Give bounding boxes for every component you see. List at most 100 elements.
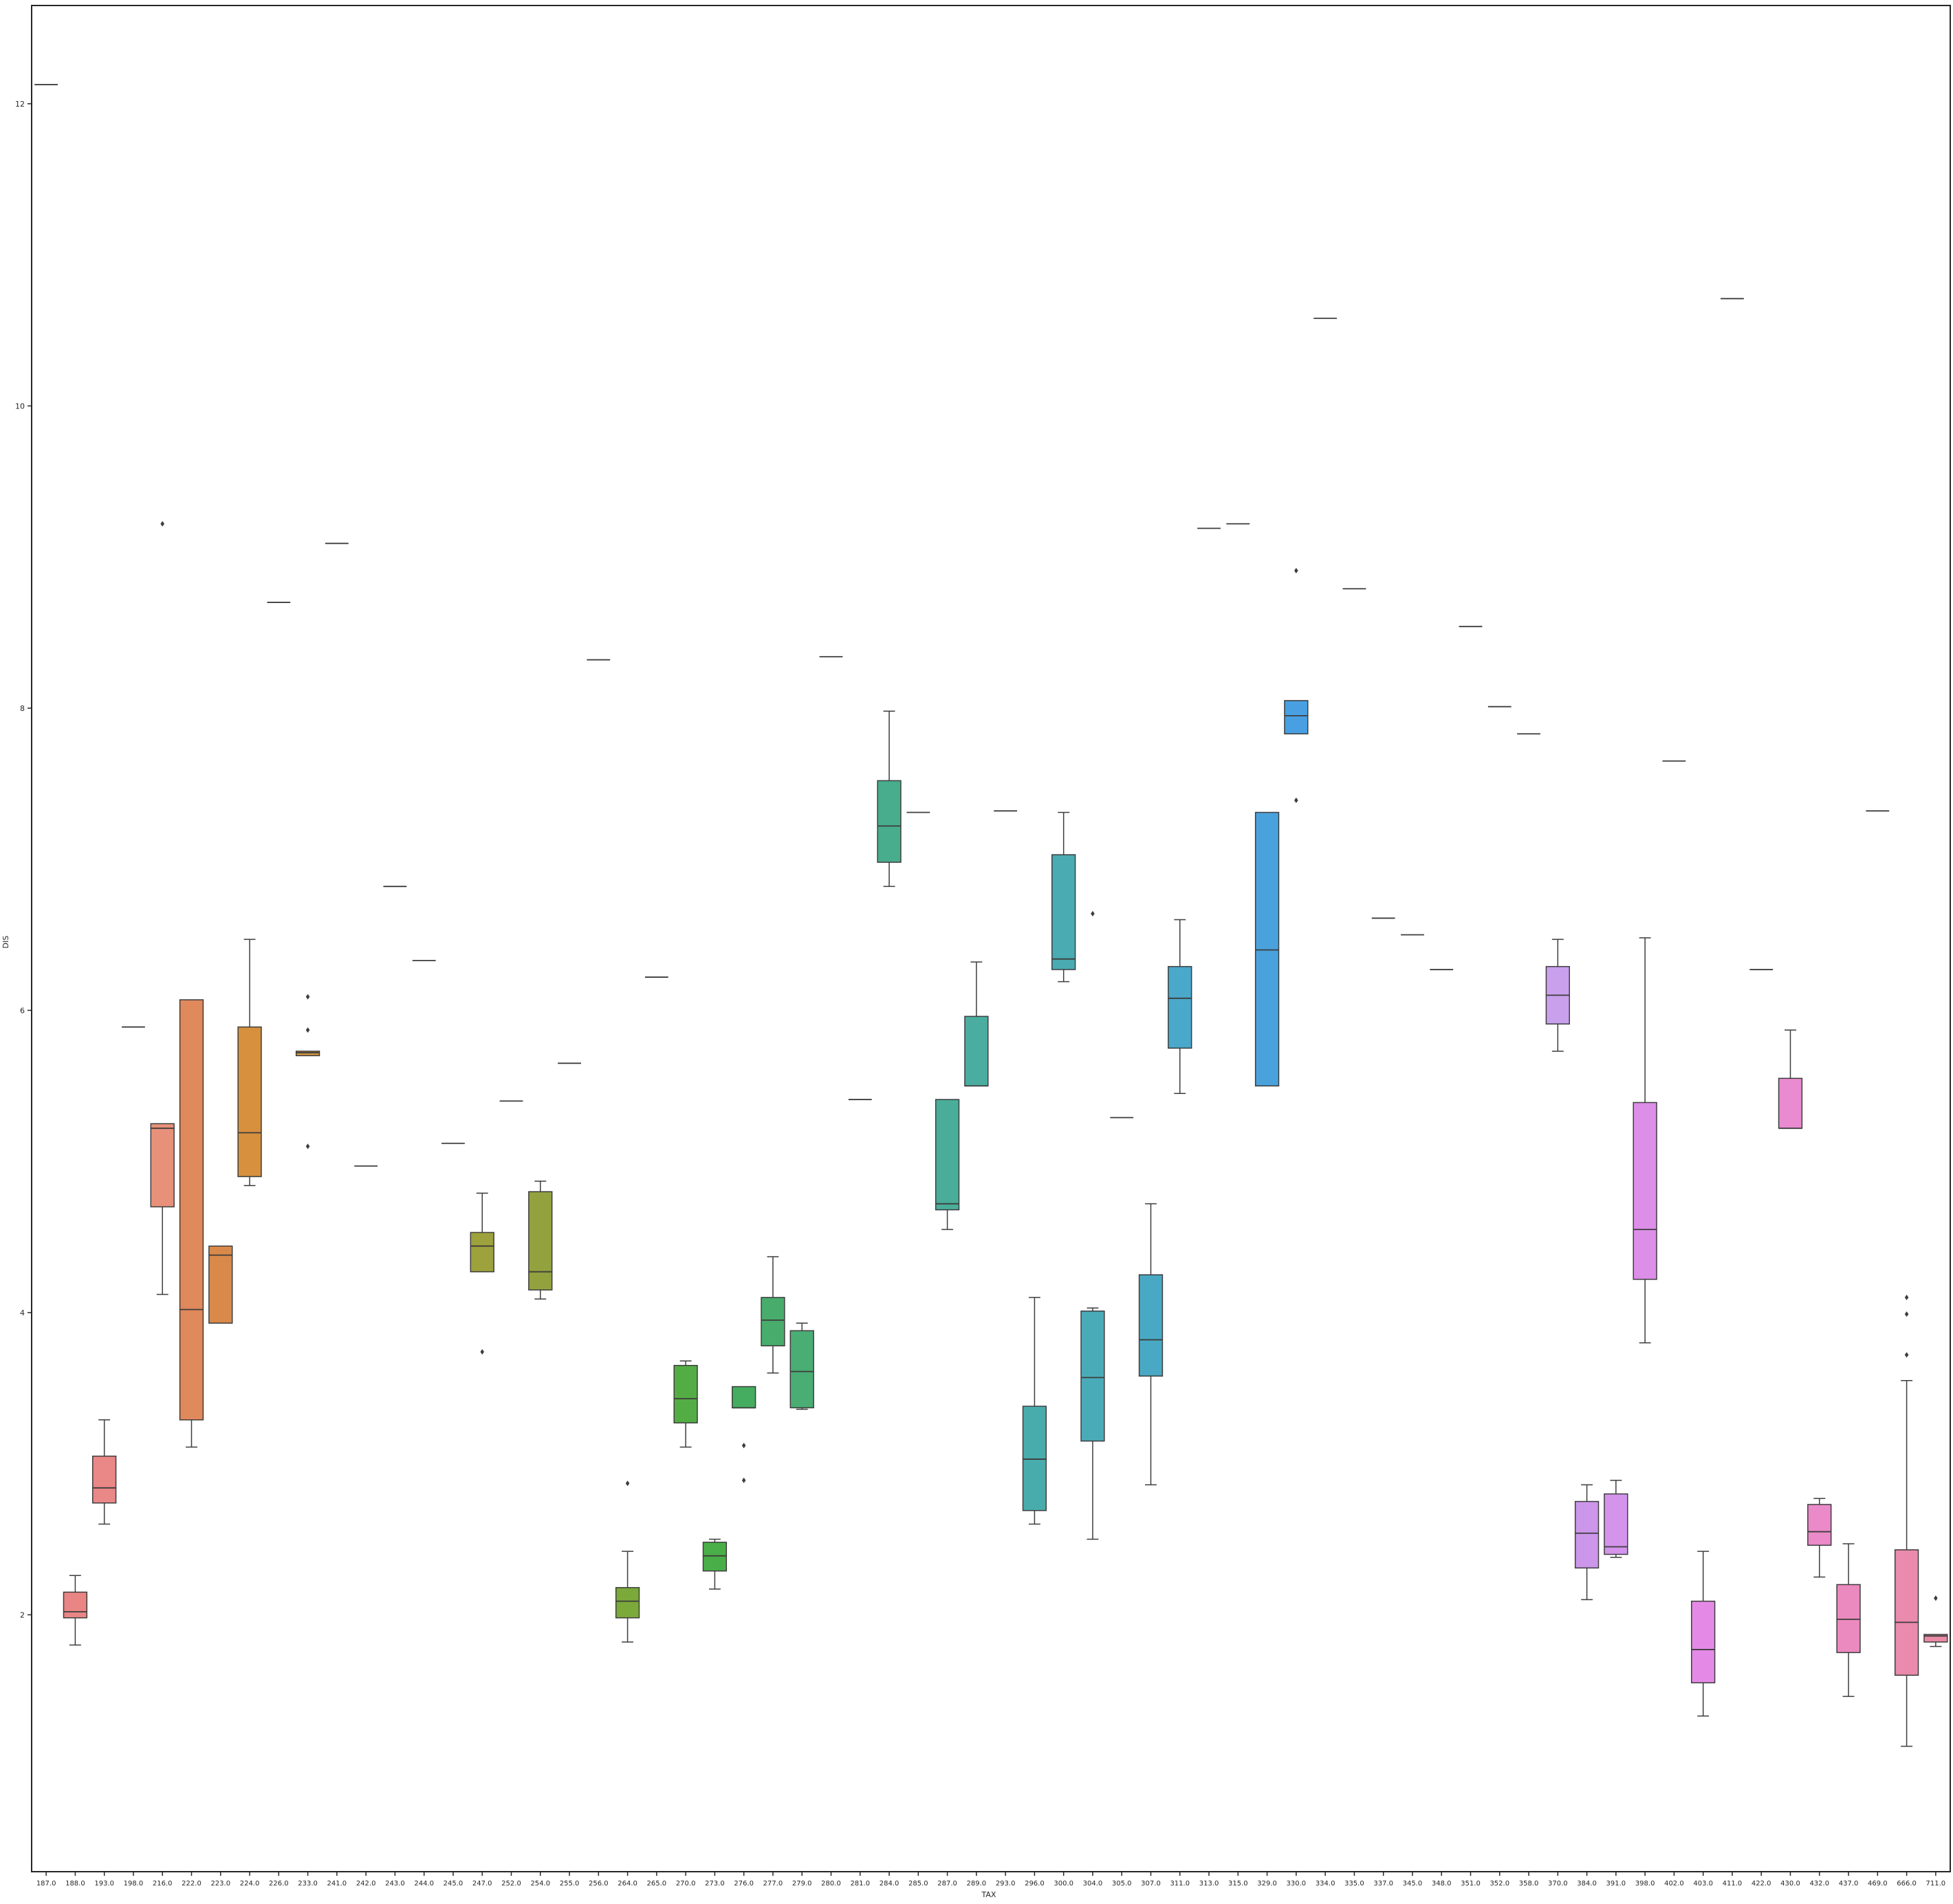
x-tick-label: 287.0	[937, 1880, 957, 1887]
x-tick-label: 403.0	[1693, 1880, 1713, 1887]
x-tick-label: 273.0	[705, 1880, 725, 1887]
outlier-point	[1904, 1352, 1909, 1358]
x-tick-label: 285.0	[908, 1880, 928, 1887]
outlier-point	[305, 994, 310, 1000]
x-tick-label: 252.0	[501, 1880, 521, 1887]
x-tick-label: 193.0	[94, 1880, 114, 1887]
box	[1923, 1634, 1948, 1643]
box	[528, 1191, 553, 1291]
x-tick-label: 391.0	[1606, 1880, 1626, 1887]
box	[470, 1232, 494, 1273]
x-tick-label: 198.0	[124, 1880, 144, 1887]
x-tick-label: 296.0	[1025, 1880, 1045, 1887]
x-tick-label: 245.0	[444, 1880, 463, 1887]
box	[761, 1297, 785, 1346]
y-tick-label: 12	[15, 100, 25, 109]
x-tick-label: 284.0	[880, 1880, 899, 1887]
x-tick-label: 222.0	[182, 1880, 201, 1887]
box	[1894, 1549, 1919, 1676]
y-tick-label: 10	[15, 402, 25, 411]
x-tick-label: 244.0	[414, 1880, 434, 1887]
x-tick-label: 264.0	[618, 1880, 637, 1887]
x-tick-label: 422.0	[1752, 1880, 1771, 1887]
box	[702, 1542, 728, 1572]
box	[1836, 1584, 1861, 1654]
x-tick-label: 243.0	[385, 1880, 405, 1887]
box	[179, 999, 204, 1421]
x-tick-label: 241.0	[327, 1880, 347, 1887]
box	[935, 1099, 960, 1211]
outlier-point	[1904, 1294, 1909, 1300]
box	[1807, 1504, 1832, 1546]
outlier-point	[160, 521, 165, 527]
x-tick-label: 289.0	[967, 1880, 987, 1887]
x-tick-label: 329.0	[1257, 1880, 1277, 1887]
box	[877, 780, 902, 863]
outlier-point	[1294, 567, 1298, 573]
x-tick-label: 330.0	[1287, 1880, 1307, 1887]
y-tick-label: 6	[20, 1006, 25, 1015]
x-tick-label: 711.0	[1926, 1880, 1946, 1887]
x-tick-label: 307.0	[1141, 1880, 1161, 1887]
x-tick-label: 224.0	[240, 1880, 260, 1887]
box	[1284, 700, 1309, 734]
y-tick-label: 4	[20, 1309, 25, 1317]
x-tick-label: 411.0	[1723, 1880, 1743, 1887]
x-tick-label: 335.0	[1344, 1880, 1364, 1887]
outlier-point	[625, 1480, 630, 1487]
box	[1691, 1600, 1716, 1684]
box	[1604, 1493, 1628, 1555]
x-tick-label: 242.0	[356, 1880, 376, 1887]
box	[1168, 965, 1192, 1049]
box	[63, 1591, 88, 1619]
x-tick-label: 279.0	[792, 1880, 812, 1887]
x-tick-label: 313.0	[1199, 1880, 1219, 1887]
x-tick-label: 255.0	[560, 1880, 580, 1887]
x-tick-label: 437.0	[1839, 1880, 1859, 1887]
x-tick-label: 247.0	[472, 1880, 492, 1887]
box	[1022, 1405, 1047, 1511]
x-tick-label: 352.0	[1490, 1880, 1509, 1887]
box	[1051, 854, 1076, 970]
box	[789, 1330, 814, 1409]
x-tick-label: 469.0	[1868, 1880, 1888, 1887]
x-tick-label: 432.0	[1809, 1880, 1829, 1887]
x-tick-label: 402.0	[1664, 1880, 1684, 1887]
y-tick-label: 8	[20, 704, 25, 713]
x-tick-label: 337.0	[1373, 1880, 1393, 1887]
x-tick-label: 223.0	[210, 1880, 230, 1887]
box	[237, 1026, 262, 1177]
x-tick-label: 305.0	[1112, 1880, 1132, 1887]
box	[1138, 1274, 1164, 1377]
box	[1633, 1102, 1657, 1280]
y-tick-label: 2	[20, 1610, 25, 1619]
x-tick-label: 334.0	[1316, 1880, 1335, 1887]
box	[1080, 1310, 1105, 1442]
outlier-point	[741, 1443, 746, 1449]
outlier-point	[305, 1144, 310, 1150]
x-tick-label: 315.0	[1228, 1880, 1248, 1887]
box	[732, 1386, 756, 1409]
x-tick-label: 384.0	[1577, 1880, 1597, 1887]
box	[1254, 811, 1280, 1087]
outlier-point	[741, 1477, 746, 1483]
x-tick-label: 277.0	[763, 1880, 783, 1887]
x-tick-label: 233.0	[298, 1880, 318, 1887]
outlier-point	[1294, 797, 1298, 803]
x-tick-label: 281.0	[850, 1880, 870, 1887]
outlier-point	[480, 1349, 485, 1355]
x-tick-label: 187.0	[36, 1880, 56, 1887]
x-tick-label: 311.0	[1170, 1880, 1190, 1887]
x-tick-label: 265.0	[647, 1880, 667, 1887]
x-tick-label: 254.0	[530, 1880, 550, 1887]
x-axis-label: TAX	[981, 1890, 996, 1899]
x-tick-label: 666.0	[1897, 1880, 1917, 1887]
x-tick-label: 345.0	[1403, 1880, 1423, 1887]
y-axis-label: DIS	[1, 936, 10, 949]
box	[295, 1050, 320, 1057]
x-tick-label: 351.0	[1461, 1880, 1481, 1887]
x-tick-label: 358.0	[1519, 1880, 1539, 1887]
outlier-point	[1091, 910, 1095, 917]
